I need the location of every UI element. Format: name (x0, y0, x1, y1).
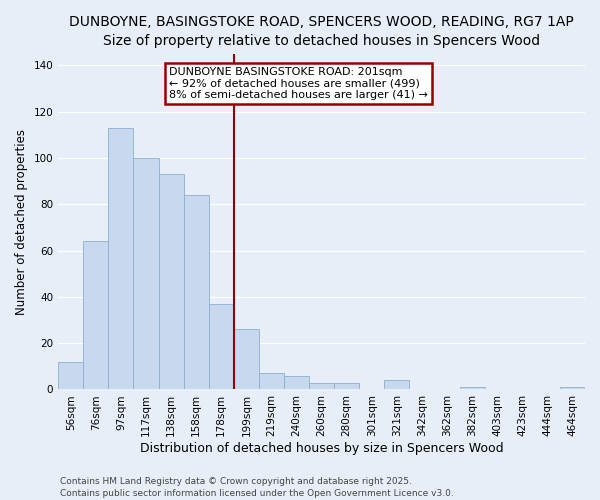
Bar (109, 128, 133, 390)
Bar (58, 362, 83, 390)
Bar (83, 242, 109, 390)
Bar (184, 195, 209, 390)
Bar (158, 174, 184, 390)
Bar (334, 382, 359, 390)
Title: DUNBOYNE, BASINGSTOKE ROAD, SPENCERS WOOD, READING, RG7 1AP
Size of property rel: DUNBOYNE, BASINGSTOKE ROAD, SPENCERS WOO… (69, 15, 574, 48)
Bar (259, 374, 284, 390)
Text: DUNBOYNE BASINGSTOKE ROAD: 201sqm
← 92% of detached houses are smaller (499)
8% : DUNBOYNE BASINGSTOKE ROAD: 201sqm ← 92% … (169, 68, 428, 100)
X-axis label: Distribution of detached houses by size in Spencers Wood: Distribution of detached houses by size … (140, 442, 503, 455)
Bar (309, 382, 334, 390)
Bar (560, 387, 585, 390)
Text: Contains HM Land Registry data © Crown copyright and database right 2025.
Contai: Contains HM Land Registry data © Crown c… (60, 476, 454, 498)
Bar (209, 304, 234, 390)
Y-axis label: Number of detached properties: Number of detached properties (15, 128, 28, 314)
Bar (133, 158, 158, 390)
Bar (284, 376, 309, 390)
Bar (385, 380, 409, 390)
Bar (460, 387, 485, 390)
Bar (234, 330, 259, 390)
